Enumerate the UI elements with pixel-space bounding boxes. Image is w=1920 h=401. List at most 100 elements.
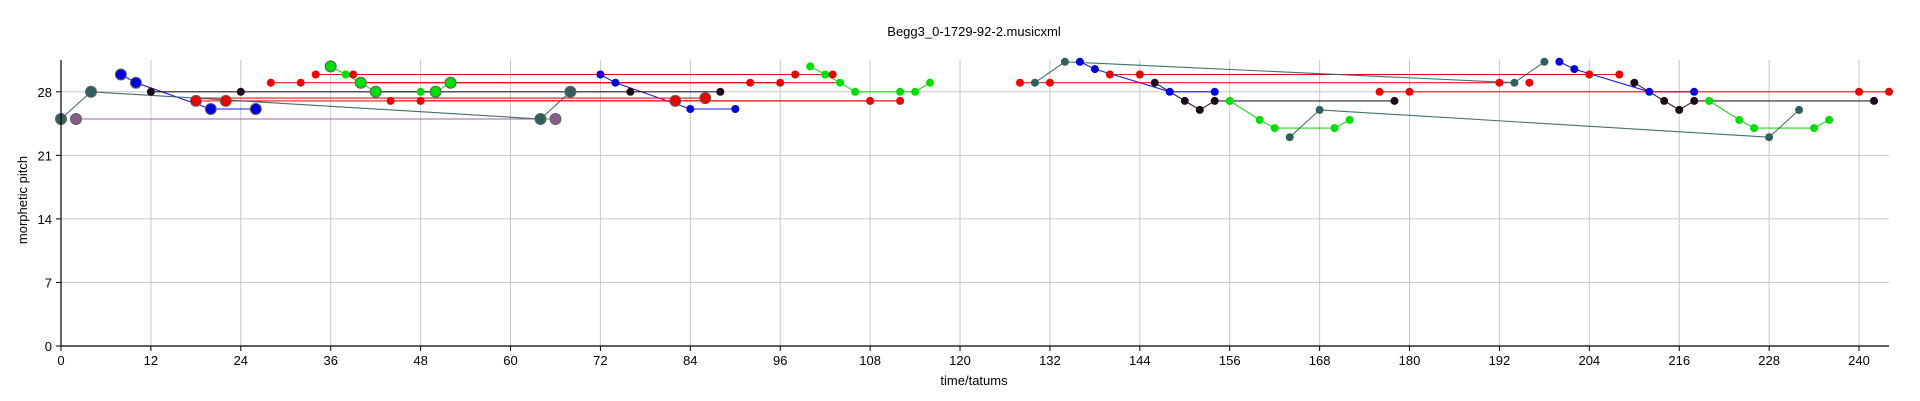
data-point	[1585, 70, 1594, 79]
data-point	[341, 70, 350, 79]
data-point	[1795, 105, 1804, 114]
x-tick-label: 60	[503, 353, 517, 368]
x-tick-label: 48	[413, 353, 427, 368]
data-point	[369, 85, 382, 98]
series-layer	[55, 57, 1893, 142]
data-point	[1555, 57, 1564, 66]
data-point	[1105, 70, 1114, 79]
series-line	[60, 91, 571, 120]
data-point	[731, 105, 740, 113]
data-point	[549, 113, 562, 125]
data-point	[896, 96, 905, 105]
data-point	[806, 62, 815, 71]
series-line	[1229, 100, 1350, 129]
chart-title: Begg3_0-1729-92-2.musicxml	[887, 24, 1061, 39]
data-point	[1045, 78, 1054, 87]
data-point	[534, 113, 547, 125]
data-point	[129, 76, 142, 89]
x-tick-label: 228	[1758, 353, 1780, 368]
axes: 0 12 24 36 48 60 72 84 96 108 120 132 144 156 168 180 19…	[38, 60, 1889, 368]
data-point	[1735, 115, 1744, 124]
y-tick-label: 14	[38, 212, 52, 227]
y-tick-label: 7	[45, 275, 52, 290]
series-line	[1079, 61, 1215, 93]
data-point	[1645, 87, 1654, 96]
data-point	[1390, 96, 1399, 105]
data-point	[354, 76, 367, 89]
data-point	[249, 103, 262, 115]
data-point	[1495, 78, 1504, 87]
data-point	[611, 78, 620, 87]
x-tick-label: 180	[1399, 353, 1421, 368]
x-tick-label: 144	[1129, 353, 1151, 368]
data-point	[896, 87, 905, 96]
data-point	[1615, 70, 1624, 79]
x-tick-label: 204	[1578, 353, 1600, 368]
data-point	[1510, 78, 1519, 87]
x-tick-label: 192	[1489, 353, 1511, 368]
data-point	[114, 68, 127, 81]
x-tick-label: 24	[234, 353, 248, 368]
x-tick-label: 132	[1039, 353, 1061, 368]
series-line	[1154, 82, 1395, 111]
data-point	[1345, 115, 1354, 124]
data-point	[1405, 87, 1414, 96]
data-point	[219, 94, 232, 107]
data-point	[911, 87, 920, 96]
data-point	[416, 96, 425, 105]
data-point	[1810, 124, 1819, 133]
data-point	[828, 70, 837, 79]
data-point	[1210, 96, 1219, 105]
x-tick-label: 156	[1219, 353, 1241, 368]
data-point	[1870, 96, 1878, 105]
data-point	[311, 70, 320, 79]
data-point	[669, 94, 682, 107]
data-point	[699, 92, 712, 105]
data-point	[1630, 78, 1639, 87]
data-point	[564, 85, 577, 98]
data-point	[1285, 133, 1294, 142]
x-tick-label: 12	[144, 353, 158, 368]
x-tick-label: 96	[773, 353, 787, 368]
series-line	[1289, 109, 1800, 138]
data-point	[1825, 115, 1834, 124]
data-point	[836, 78, 845, 87]
data-point	[596, 70, 605, 79]
data-point	[1540, 57, 1549, 66]
data-point	[1255, 115, 1264, 124]
data-point	[70, 113, 82, 125]
data-point	[85, 85, 97, 98]
series-line	[1034, 61, 1545, 84]
data-point	[1690, 96, 1699, 105]
x-axis-label: time/tatums	[940, 373, 1008, 388]
data-point	[1765, 133, 1774, 142]
data-point	[1060, 57, 1069, 66]
data-point	[626, 87, 635, 96]
data-point	[444, 76, 457, 89]
data-point	[1030, 78, 1039, 87]
series-line	[1559, 61, 1695, 93]
data-point	[236, 87, 245, 96]
data-point	[266, 78, 275, 87]
x-tick-label: 240	[1848, 353, 1870, 368]
data-point	[1165, 87, 1174, 96]
data-point	[1330, 124, 1339, 133]
data-point	[324, 60, 337, 73]
data-point	[386, 96, 395, 105]
x-tick-label: 72	[593, 353, 607, 368]
data-point	[686, 105, 695, 113]
data-point	[1570, 65, 1579, 74]
x-tick-label: 168	[1309, 353, 1331, 368]
data-point	[746, 78, 755, 87]
data-point	[1675, 105, 1684, 114]
data-point	[716, 87, 725, 96]
x-tick-label: 108	[859, 353, 881, 368]
data-point	[146, 87, 155, 96]
data-point	[349, 70, 358, 79]
x-tick-label: 120	[949, 353, 971, 368]
series-line	[600, 74, 736, 110]
data-point	[1705, 96, 1714, 105]
data-point	[1075, 57, 1084, 66]
data-point	[189, 94, 202, 107]
